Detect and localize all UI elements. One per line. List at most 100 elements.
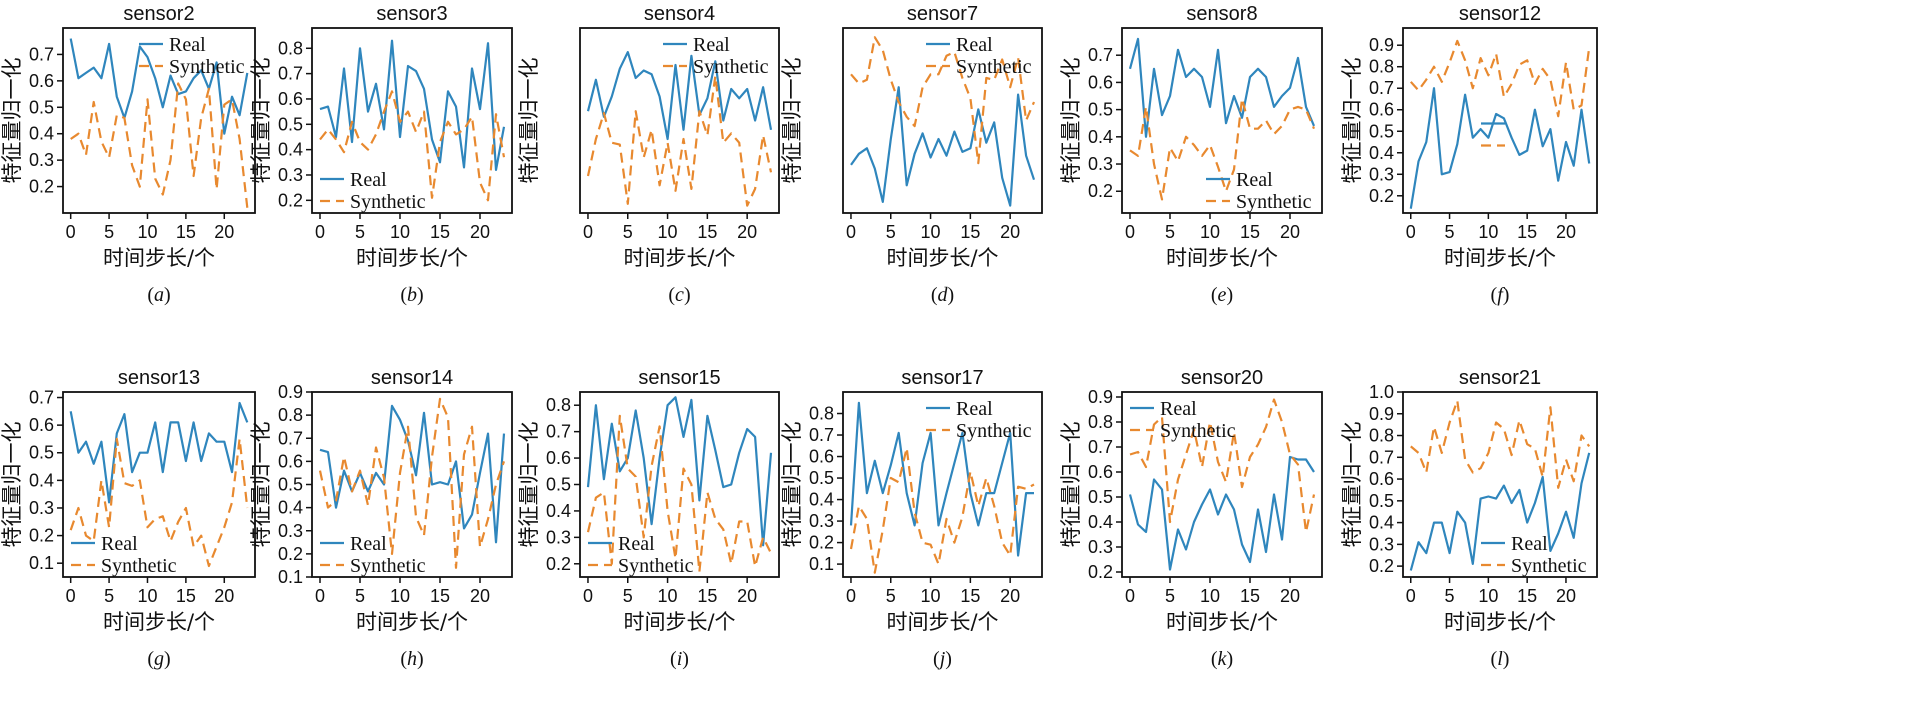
panel-caption: (d) <box>931 284 954 306</box>
chart-title: sensor20 <box>1181 367 1263 389</box>
y-axis-label: 特征量归一化 <box>0 422 24 548</box>
y-axis-label: 特征量归一化 <box>517 58 541 184</box>
x-axis-label: 时间步长/个 <box>356 610 468 634</box>
x-tick-label: 5 <box>1165 222 1175 242</box>
x-axis-label: 时间步长/个 <box>1166 246 1278 270</box>
panel-caption: (f) <box>1491 284 1510 306</box>
legend-label-synthetic: Synthetic <box>1160 420 1236 442</box>
y-axis-label: 特征量归一化 <box>780 422 804 548</box>
x-tick-label: 0 <box>1406 586 1416 606</box>
series-line-real <box>1409 452 1591 571</box>
y-tick-label: 0.4 <box>1088 127 1113 147</box>
x-tick-label: 0 <box>1125 222 1135 242</box>
series-line-synthetic <box>69 437 249 568</box>
x-tick-label: 5 <box>886 586 896 606</box>
y-axis-label: 特征量归一化 <box>1059 422 1083 548</box>
x-tick-label: 20 <box>470 222 490 242</box>
legend-label-synthetic: Synthetic <box>618 555 694 577</box>
x-tick-label: 10 <box>658 222 678 242</box>
plot-frame <box>1121 391 1323 578</box>
plot-frame <box>1121 27 1323 214</box>
x-axis-label: 时间步长/个 <box>886 610 998 634</box>
x-tick-label: 10 <box>1200 222 1220 242</box>
x-tick-label: 0 <box>1406 222 1416 242</box>
y-axis-label: 特征量归一化 <box>0 58 24 184</box>
x-tick-label: 10 <box>137 586 157 606</box>
chart-title: sensor14 <box>371 367 453 389</box>
y-tick-label: 0.7 <box>1088 437 1113 457</box>
series-line-synthetic <box>586 414 772 573</box>
series-line-synthetic <box>1129 97 1316 201</box>
plot-frame <box>62 391 256 578</box>
x-tick-label: 15 <box>430 222 450 242</box>
y-tick-label: 0.2 <box>809 533 834 553</box>
chart-panel-f: sensor12 0 5 10 15 20 0.20.30.40.50.60.70.80.9… <box>1340 3 1598 306</box>
y-tick-label: 0.4 <box>278 498 303 518</box>
series-line-real <box>69 38 249 135</box>
legend-label-synthetic: Synthetic <box>169 56 245 78</box>
y-tick-label: 0.3 <box>546 527 571 547</box>
x-tick-label: 5 <box>355 586 365 606</box>
y-tick-label: 0.7 <box>1369 447 1394 467</box>
x-tick-label: 5 <box>623 586 633 606</box>
panel-caption: (i) <box>670 648 689 670</box>
series-line-real <box>586 396 773 547</box>
y-tick-label: 0.6 <box>1088 72 1113 92</box>
x-tick-label: 5 <box>1165 586 1175 606</box>
y-tick-label: 0.5 <box>29 443 54 463</box>
y-tick-label: 0.2 <box>1088 562 1113 582</box>
y-tick-label: 0.2 <box>1088 181 1113 201</box>
x-tick-label: 5 <box>886 222 896 242</box>
plot-frame <box>579 391 780 578</box>
y-tick-label: 0.2 <box>29 177 54 197</box>
plot-frame <box>579 27 780 214</box>
y-tick-label: 0.7 <box>278 64 303 84</box>
legend-label-synthetic: Synthetic <box>350 555 426 577</box>
y-tick-label: 0.9 <box>278 382 303 402</box>
x-tick-label: 10 <box>390 222 410 242</box>
x-tick-label: 10 <box>1478 222 1498 242</box>
y-tick-label: 0.1 <box>29 553 54 573</box>
chart-panel-h: sensor14 0 5 10 15 20 0.1 0.2 0.3 0.4 0.5 0.6 0.7 0.8… <box>249 367 513 670</box>
y-tick-label: 0.4 <box>809 490 834 510</box>
series-line-real <box>586 50 773 141</box>
y-tick-label: 0.5 <box>278 114 303 134</box>
x-tick-label: 0 <box>315 586 325 606</box>
x-tick-label: 20 <box>1280 222 1300 242</box>
panel-caption: (h) <box>400 648 423 670</box>
y-tick-label: 0.8 <box>278 405 303 425</box>
x-tick-label: 20 <box>1280 586 1300 606</box>
chart-panel-l: sensor21 0 5 10 15 20 0.20.30.40.50.60.70.80.9… <box>1340 367 1598 670</box>
series-line-real <box>319 404 506 544</box>
legend-label-synthetic: Synthetic <box>956 420 1032 442</box>
panel-caption: (c) <box>668 284 690 306</box>
legend-label-real: Real <box>956 398 993 420</box>
y-tick-label: 0.9 <box>1369 404 1394 424</box>
x-tick-label: 5 <box>623 222 633 242</box>
chart-panel-g: sensor13 0 5 10 15 20 0.1 0.2 0.3 0.4 0.5 0.6 0.7 时间步… <box>0 367 256 670</box>
panel-caption: (g) <box>147 648 170 670</box>
x-tick-label: 20 <box>214 586 234 606</box>
chart-panel-a: sensor2 0 5 10 15 20 0.2 0.3 0.4 0.5 0.6 0.7 时间步长/个 特… <box>0 3 256 306</box>
y-tick-label: 0.4 <box>278 140 303 160</box>
legend-label-synthetic: Synthetic <box>101 555 177 577</box>
x-axis-label: 时间步长/个 <box>623 246 735 270</box>
chart-panel-k: sensor20 0 5 10 15 20 0.2 0.3 0.4 0.5 0.6 0.7 0.8 0.9… <box>1059 367 1323 670</box>
x-tick-label: 0 <box>315 222 325 242</box>
x-tick-label: 10 <box>1478 586 1498 606</box>
y-tick-label: 1.0 <box>1369 382 1394 402</box>
x-tick-label: 20 <box>214 222 234 242</box>
y-tick-label: 0.5 <box>809 468 834 488</box>
y-tick-label: 0.5 <box>1369 491 1394 511</box>
y-tick-label: 0.4 <box>1369 513 1394 533</box>
y-tick-label: 0.3 <box>1088 154 1113 174</box>
x-tick-label: 5 <box>1445 586 1455 606</box>
series-line-real <box>1409 87 1591 209</box>
series-line-synthetic <box>1409 39 1591 118</box>
y-tick-label: 0.1 <box>809 554 834 574</box>
